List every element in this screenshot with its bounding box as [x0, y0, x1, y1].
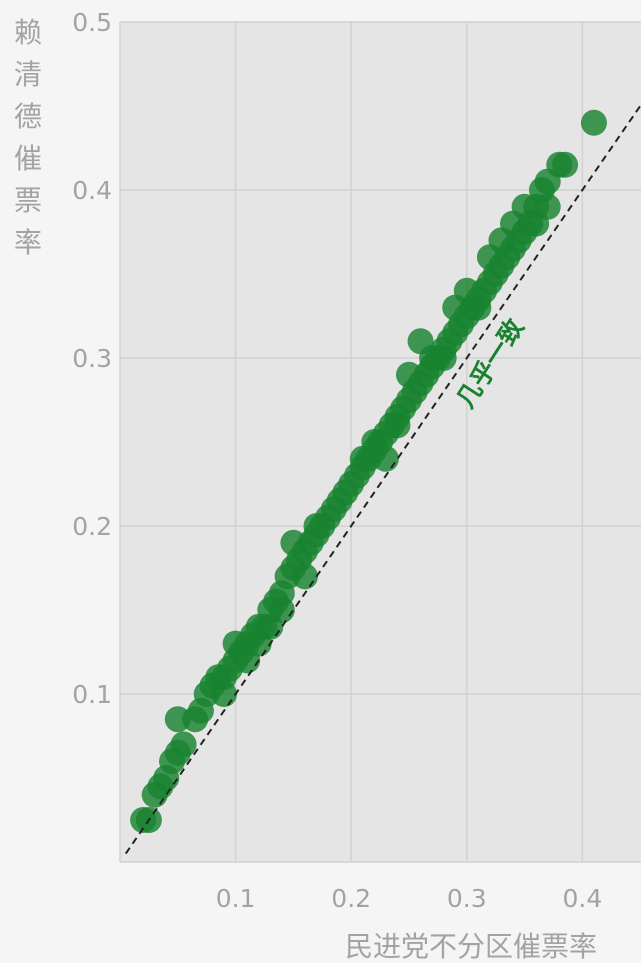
y-axis-label-char: 率	[14, 226, 42, 259]
x-tick-labels: 0.1 0.2 0.3 0.4	[216, 884, 603, 913]
y-tick-label: 0.5	[72, 8, 112, 37]
reference-diagonal-line	[124, 103, 641, 855]
data-point	[552, 151, 579, 178]
data-point	[303, 513, 330, 539]
data-point	[211, 664, 238, 691]
y-tick-label: 0.4	[72, 176, 112, 205]
data-point	[234, 647, 261, 674]
y-tick-label: 0.3	[72, 344, 112, 373]
y-tick-labels: 0.1 0.2 0.3 0.4 0.5	[72, 8, 112, 709]
y-tick-label: 0.1	[72, 680, 112, 709]
y-axis-label-char: 赖	[14, 16, 42, 49]
x-tick-label: 0.3	[447, 884, 487, 913]
grid-lines	[119, 21, 641, 863]
y-axis-label-char: 催	[14, 142, 42, 175]
data-point	[534, 193, 561, 220]
data-point	[280, 529, 307, 556]
y-tick-label: 0.2	[72, 512, 112, 541]
data-point	[170, 731, 197, 758]
data-point	[268, 597, 295, 623]
y-axis-label-char: 德	[14, 100, 42, 133]
data-point	[291, 563, 318, 590]
x-tick-label: 0.4	[563, 884, 603, 913]
data-point	[430, 345, 457, 371]
y-axis-label-char: 清	[14, 58, 42, 91]
y-axis-label-char: 票	[14, 184, 42, 217]
x-tick-label: 0.1	[216, 884, 256, 913]
data-point	[372, 445, 399, 472]
data-point	[395, 361, 422, 388]
data-point	[580, 109, 607, 136]
data-points	[130, 109, 607, 833]
x-axis-label: 民进党不分区催票率	[345, 930, 597, 963]
data-point	[465, 294, 492, 321]
x-tick-label: 0.2	[331, 884, 371, 913]
data-point	[384, 412, 411, 439]
